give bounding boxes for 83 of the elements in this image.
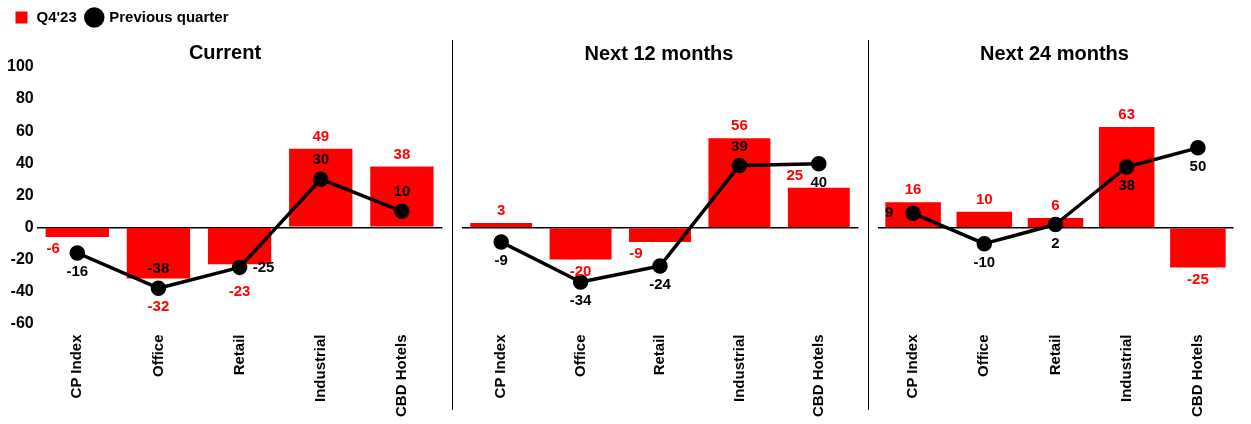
data-label: -10 [973, 252, 996, 270]
point [313, 171, 329, 187]
data-label: -25 [1187, 269, 1209, 287]
point [231, 259, 248, 276]
data-label: 49 [312, 126, 330, 144]
x-tick-label: Retail [229, 334, 247, 376]
data-label: -24 [649, 275, 672, 293]
bar [629, 228, 691, 243]
data-label: -9 [629, 244, 643, 262]
data-label: 10 [975, 189, 993, 207]
bar [470, 222, 533, 227]
x-tick-label: CBD Hotels [808, 334, 826, 418]
data-label: 38 [1118, 176, 1136, 194]
y-tick-label: -40 [10, 281, 34, 299]
data-label: 50 [1189, 156, 1207, 174]
x-tick-label: Retail [650, 334, 668, 376]
point [69, 245, 86, 261]
bar [956, 211, 1013, 227]
data-label: 38 [393, 144, 411, 162]
y-tick-label: 0 [24, 217, 34, 235]
y-tick-label: 100 [6, 57, 34, 75]
x-tick-label: Industrial [310, 334, 328, 403]
x-tick-label: CBD Hotels [1188, 334, 1206, 418]
point [1118, 159, 1135, 175]
x-tick-label: Office [974, 334, 992, 378]
x-tick-label: Office [570, 334, 588, 378]
data-label: -34 [569, 291, 593, 309]
y-tick-label: 80 [15, 89, 34, 107]
data-label: -38 [147, 259, 170, 277]
data-label: -32 [147, 296, 170, 314]
x-tick-label: CP Index [903, 333, 921, 399]
y-tick-label: 20 [15, 185, 34, 203]
chart-title: Next 12 months [584, 41, 734, 64]
point [811, 156, 827, 172]
legend-label: Q4'23 [36, 7, 77, 25]
x-tick-label: CP Index [67, 333, 85, 399]
point [652, 258, 668, 274]
data-label: 40 [810, 172, 828, 190]
bar [708, 138, 771, 227]
data-label: 6 [1051, 196, 1060, 214]
x-tick-label: Retail [1045, 334, 1063, 376]
data-label: 63 [1118, 105, 1136, 123]
point [1047, 216, 1064, 233]
legend-label: Previous quarter [109, 7, 229, 25]
bar [370, 166, 434, 227]
point [976, 235, 993, 252]
bar [45, 228, 109, 237]
y-tick-label: -20 [10, 249, 34, 267]
data-label: 2 [1051, 233, 1060, 251]
y-tick-label: 40 [15, 153, 34, 171]
y-tick-label: -60 [10, 313, 34, 331]
point [493, 234, 509, 250]
chart-title: Next 24 months [980, 41, 1129, 64]
data-label: 30 [312, 150, 330, 168]
data-label: -20 [569, 261, 592, 279]
bar [549, 228, 612, 260]
data-label: -6 [46, 239, 60, 257]
chart-title: Current [188, 40, 262, 63]
x-tick-label: Office [148, 334, 166, 378]
bar [1098, 127, 1155, 227]
x-tick-label: Industrial [1116, 334, 1134, 403]
data-label: 16 [904, 180, 922, 198]
x-tick-label: CBD Hotels [392, 334, 410, 418]
x-tick-label: Industrial [729, 334, 747, 403]
y-tick-label: 60 [15, 121, 34, 139]
bar [289, 148, 353, 227]
data-label: 10 [393, 182, 411, 200]
bar [787, 187, 850, 227]
data-label: 25 [786, 165, 804, 183]
bar [126, 228, 191, 279]
x-tick-label: CP Index [491, 333, 509, 399]
data-label: -16 [66, 262, 89, 280]
point [1190, 140, 1206, 156]
data-label: 39 [731, 136, 748, 154]
data-label: 9 [884, 203, 894, 221]
data-label: -23 [228, 282, 251, 300]
point [150, 280, 167, 296]
data-label: -9 [494, 251, 508, 269]
point [394, 203, 410, 220]
data-label: 56 [731, 116, 748, 134]
data-label: 3 [497, 201, 506, 219]
point [731, 157, 748, 174]
bar [1170, 228, 1226, 268]
